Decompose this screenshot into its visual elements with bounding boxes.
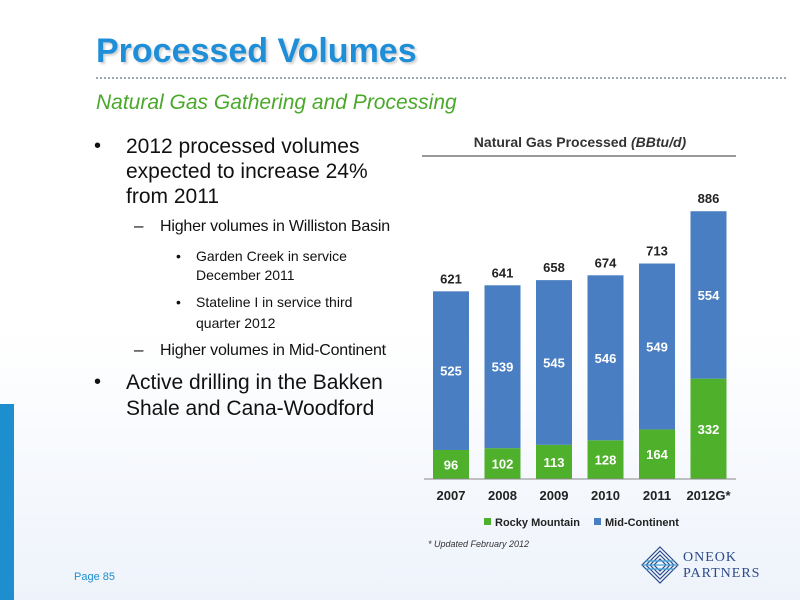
slide-subtitle: Natural Gas Gathering and Processing [96,91,457,114]
bar-rocky-mountain [433,449,469,479]
sub-sub-bullet-2-line-1: Stateline I in service third [196,294,353,310]
data-label-mid-continent: 546 [595,351,617,366]
bar-rocky-mountain [639,429,675,479]
bullet-marker: • [176,248,181,264]
bar-mid-continent [484,285,521,449]
bar-mid-continent [536,280,572,445]
bar-rocky-mountain [690,378,727,479]
data-label-total: 621 [440,271,462,286]
bar-mid-continent [587,275,624,441]
bullet-marker: • [94,135,102,157]
data-label-total: 886 [698,191,720,206]
bar-rocky-mountain [484,448,521,479]
bullet-list: • 2012 processed volumes expected to inc… [94,135,390,420]
data-label-rocky-mountain: 96 [444,457,458,472]
x-tick-label: 2008 [488,488,517,503]
legend-label: Mid-Continent [605,517,679,529]
data-label-total: 674 [595,255,617,270]
x-tick-label: 2012G* [686,488,731,503]
data-label-total: 713 [646,244,668,259]
title-divider [96,77,786,79]
x-tick-label: 2010 [591,488,620,503]
legend-label: Rocky Mountain [495,517,580,529]
dash-marker: – [134,340,144,359]
data-label-rocky-mountain: 332 [698,422,720,437]
data-label-mid-continent: 554 [698,288,720,303]
logo-line-1: ONEOK [683,550,737,565]
dash-marker: – [134,216,144,235]
x-tick-label: 2009 [540,488,569,503]
data-label-mid-continent: 549 [646,339,668,354]
chart-title-main: Natural Gas Processed [474,134,627,150]
legend-swatch [594,518,601,525]
sub-bullet-williston: Higher volumes in Williston Basin [160,218,390,235]
sub-sub-bullet-1-line-2: December 2011 [196,267,295,283]
bar-rocky-mountain [536,444,572,479]
bullet-2-line-1: Active drilling in the Bakken [126,371,383,394]
logo-line-2: PARTNERS [683,566,761,581]
bar-rocky-mountain [587,440,624,479]
chart-footnote: * Updated February 2012 [428,539,529,549]
oneok-logo-icon [641,546,679,584]
bullet-1-line-2: expected to increase 24% [126,160,368,183]
data-label-rocky-mountain: 128 [595,453,617,468]
bar-mid-continent [433,291,469,450]
data-label-total: 658 [543,260,565,275]
sub-bullet-midcontinent: Higher volumes in Mid-Continent [160,342,386,359]
accent-side-bar [0,404,14,600]
slide-title: Processed Volumes [96,32,417,70]
data-label-rocky-mountain: 102 [492,457,514,472]
legend-swatch [484,518,491,525]
data-label-total: 641 [492,265,514,280]
x-tick-label: 2011 [643,488,671,503]
bar-mid-continent [639,263,675,430]
chart-title: Natural Gas Processed (BBtu/d) [474,134,687,150]
page-number: Page 85 [74,571,115,583]
data-label-mid-continent: 545 [543,355,565,370]
bullet-marker: • [176,294,181,310]
company-logo-text: ONEOK PARTNERS [683,550,760,582]
data-label-mid-continent: 539 [492,360,514,375]
bars-group: 96 525 621 102 539 641 113 545 658 128 546 674 164 54… [433,191,727,479]
bullet-1-line-3: from 2011 [126,185,219,208]
chart-title-unit: (BBtu/d) [631,134,687,150]
bullet-2-line-2: Shale and Cana-Woodford [126,397,375,420]
data-label-rocky-mountain: 164 [646,447,668,462]
legend: Rocky Mountain Mid-Continent [484,517,679,529]
bar-mid-continent [690,211,727,379]
sub-sub-bullet-2-line-2: quarter 2012 [196,315,276,331]
x-tick-labels: 2007 2008 2009 2010 2011 2012G* [437,488,732,503]
data-label-rocky-mountain: 113 [544,455,565,470]
x-tick-label: 2007 [437,488,466,503]
bullet-1-line-1: 2012 processed volumes [126,135,360,158]
data-label-mid-continent: 525 [440,364,462,379]
sub-sub-bullet-1-line-1: Garden Creek in service [196,248,347,264]
bullet-marker: • [94,371,102,393]
